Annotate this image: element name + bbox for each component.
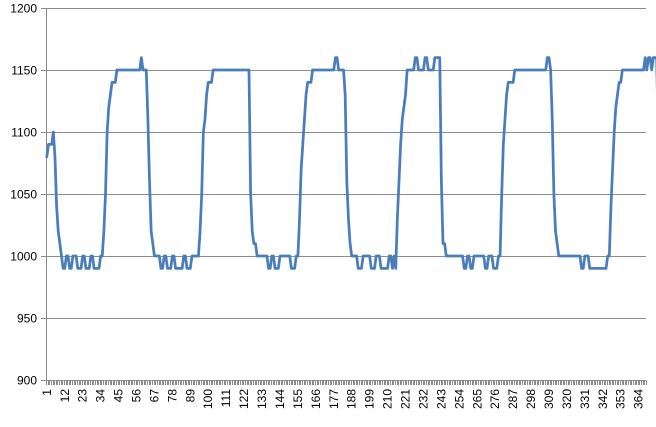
y-tick-label: 1200	[10, 2, 37, 16]
series-layer	[45, 56, 656, 270]
y-tick-label: 1050	[10, 188, 37, 202]
x-tick-label: 23	[76, 389, 90, 403]
x-tick-label: 1	[40, 389, 54, 396]
x-tick-label: 276	[488, 389, 502, 409]
x-tick-label: 111	[219, 389, 233, 408]
x-tick-label: 34	[94, 389, 108, 403]
x-tick-label: 67	[147, 389, 161, 403]
x-tick-label: 133	[255, 389, 269, 409]
x-tick-label: 232	[416, 389, 430, 409]
x-tick-label: 320	[560, 389, 574, 409]
x-tick-label: 287	[506, 389, 520, 409]
x-tick-label: 188	[345, 389, 359, 409]
x-tick-label: 254	[452, 389, 466, 409]
x-tick-label: 331	[578, 389, 592, 409]
y-tick-label: 1150	[11, 64, 37, 78]
x-tick-label: 342	[596, 389, 610, 409]
axes	[41, 8, 647, 385]
x-tick-label: 265	[470, 389, 484, 409]
x-tick-label: 353	[614, 389, 628, 409]
x-tick-label: 166	[309, 389, 323, 409]
x-tick-label: 45	[112, 389, 126, 403]
x-tick-label: 155	[291, 389, 305, 409]
x-tick-label: 364	[632, 389, 646, 409]
y-tick-label: 950	[17, 312, 37, 326]
x-tick-label: 12	[58, 389, 72, 403]
x-tick-label: 309	[542, 389, 556, 409]
x-tick-label: 199	[363, 389, 377, 409]
y-tick-label: 1100	[11, 126, 37, 140]
x-tick-label: 78	[165, 389, 179, 403]
x-tick-label: 221	[399, 389, 413, 409]
x-tick-label: 89	[183, 389, 197, 403]
y-tick-label: 900	[17, 374, 37, 388]
x-tick-label: 210	[381, 389, 395, 409]
y-tick-label: 1000	[10, 250, 37, 264]
x-tick-label: 177	[327, 389, 341, 409]
x-tick-label: 243	[434, 389, 448, 409]
x-tick-label: 100	[201, 389, 215, 409]
series-line	[45, 56, 656, 270]
x-tick-label: 144	[273, 389, 287, 409]
x-tick-label: 122	[237, 389, 251, 409]
x-tick-label: 56	[130, 389, 144, 403]
y-tick-labels: 900 950 1000 1050 1100 1150 1200	[10, 2, 37, 388]
x-tick-labels: 1 12 23 34 45 56 67 78 89 100 111 122 133 144 155 166 17…	[40, 389, 646, 409]
x-tick-label: 298	[524, 389, 538, 409]
